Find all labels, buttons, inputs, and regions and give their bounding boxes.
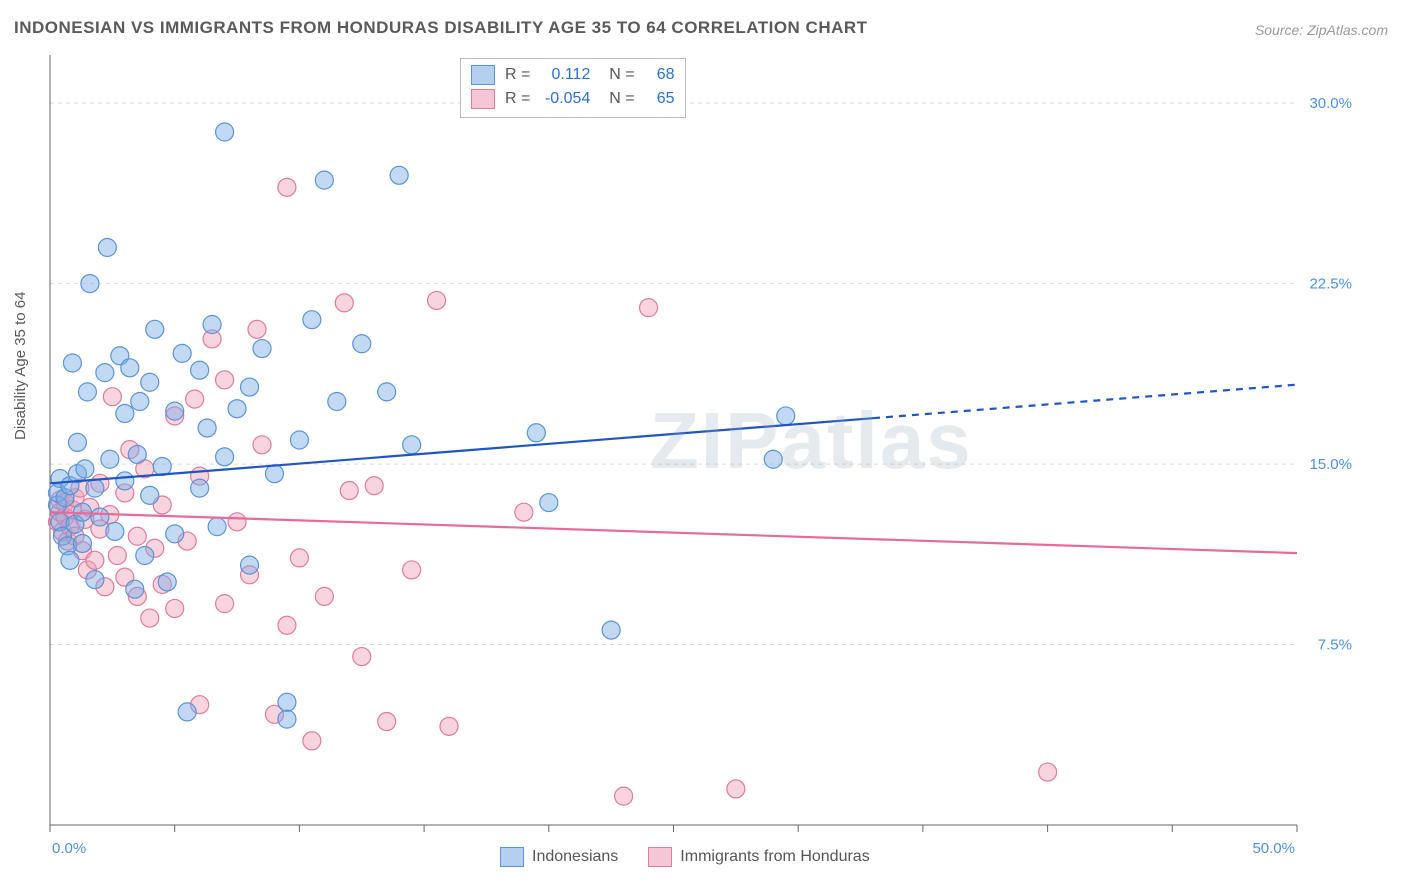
svg-text:30.0%: 30.0% <box>1309 95 1352 112</box>
r-value: -0.054 <box>540 90 590 108</box>
stats-row: R = -0.054 N = 65 <box>471 87 675 111</box>
legend-label: Indonesians <box>532 848 618 866</box>
legend-swatch <box>471 89 495 109</box>
svg-text:0.0%: 0.0% <box>52 840 86 857</box>
svg-text:15.0%: 15.0% <box>1309 456 1352 473</box>
legend-swatch <box>471 65 495 85</box>
legend-swatch <box>648 847 672 867</box>
n-value: 65 <box>645 90 675 108</box>
n-label: N = <box>600 90 634 108</box>
correlation-chart: 7.5% 15.0% 22.5% 30.0% 0.0% 50.0% <box>0 0 1406 892</box>
svg-text:50.0%: 50.0% <box>1252 840 1295 857</box>
n-value: 68 <box>645 66 675 84</box>
legend-label: Immigrants from Honduras <box>680 848 869 866</box>
svg-text:22.5%: 22.5% <box>1309 276 1352 293</box>
r-label: R = <box>505 90 530 108</box>
n-label: N = <box>600 66 634 84</box>
r-value: 0.112 <box>540 66 590 84</box>
svg-text:7.5%: 7.5% <box>1318 637 1352 654</box>
r-label: R = <box>505 66 530 84</box>
series-legend: Indonesians Immigrants from Honduras <box>500 847 870 867</box>
legend-item: Immigrants from Honduras <box>648 847 869 867</box>
legend-swatch <box>500 847 524 867</box>
stats-legend: R = 0.112 N = 68 R = -0.054 N = 65 <box>460 58 686 118</box>
legend-item: Indonesians <box>500 847 618 867</box>
stats-row: R = 0.112 N = 68 <box>471 63 675 87</box>
